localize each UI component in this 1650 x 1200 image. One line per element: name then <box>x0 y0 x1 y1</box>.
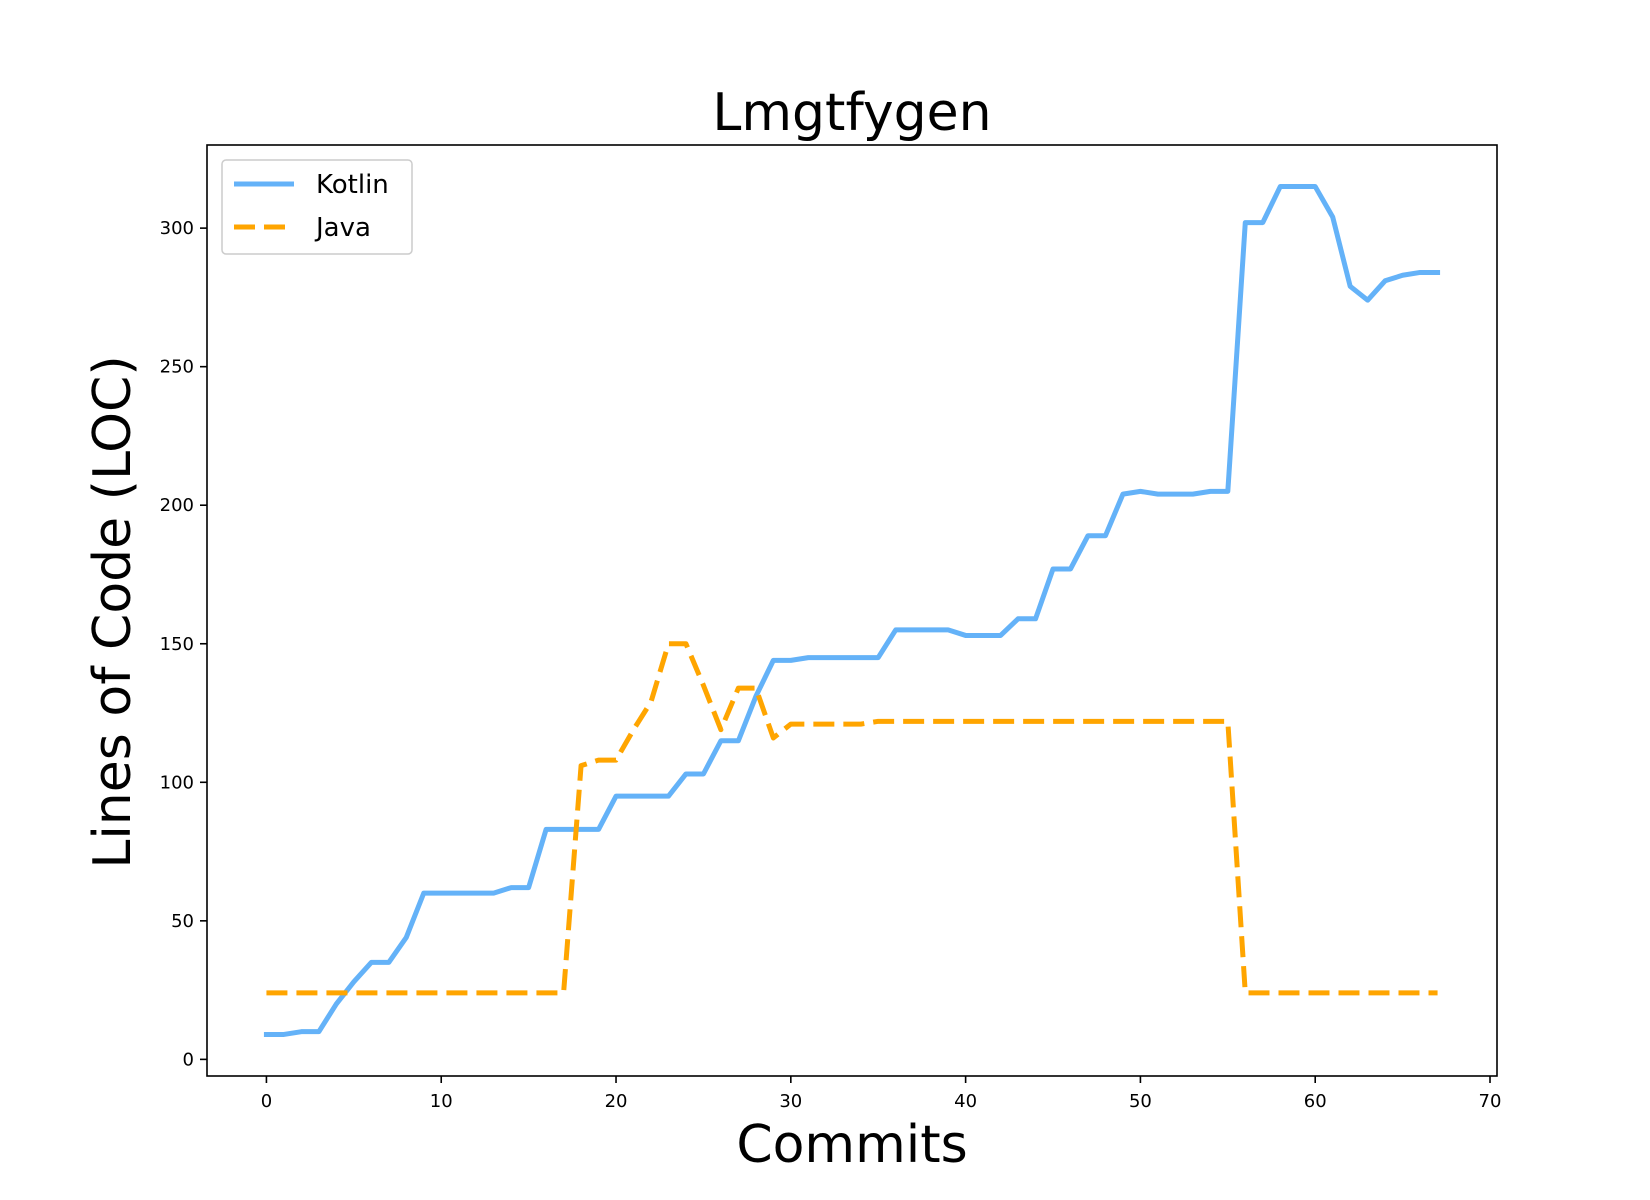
legend-label-kotlin: Kotlin <box>316 170 389 200</box>
series-line-java <box>266 641 1438 996</box>
x-tick-label: 10 <box>430 1091 453 1112</box>
series-line-kotlin <box>263 184 1441 1037</box>
y-axis-label: Lines of Code (LOC) <box>83 355 143 868</box>
y-tick-label: 300 <box>160 218 194 239</box>
y-tick-label: 200 <box>160 495 194 516</box>
legend-label-java: Java <box>314 213 371 243</box>
chart-title: Lmgtfygen <box>712 83 991 143</box>
x-tick-label: 70 <box>1479 1091 1502 1112</box>
x-axis-label: Commits <box>736 1115 967 1175</box>
y-tick-label: 100 <box>160 772 194 793</box>
plot-area <box>263 184 1441 1037</box>
x-tick-label: 20 <box>605 1091 628 1112</box>
y-tick-label: 150 <box>160 634 194 655</box>
y-tick-label: 50 <box>171 911 194 932</box>
y-tick-label: 0 <box>183 1049 194 1070</box>
x-tick-label: 50 <box>1129 1091 1152 1112</box>
x-tick-label: 40 <box>954 1091 977 1112</box>
y-tick-label: 250 <box>160 357 194 378</box>
axis-ticks: 0 10 20 30 40 50 60 70 0 50 100 150 200 250 300 <box>160 218 1502 1112</box>
plot-frame <box>206 144 1498 1077</box>
x-tick-label: 60 <box>1304 1091 1327 1112</box>
x-tick-label: 0 <box>261 1091 272 1112</box>
x-tick-label: 30 <box>779 1091 802 1112</box>
legend: Kotlin Java <box>221 159 413 255</box>
